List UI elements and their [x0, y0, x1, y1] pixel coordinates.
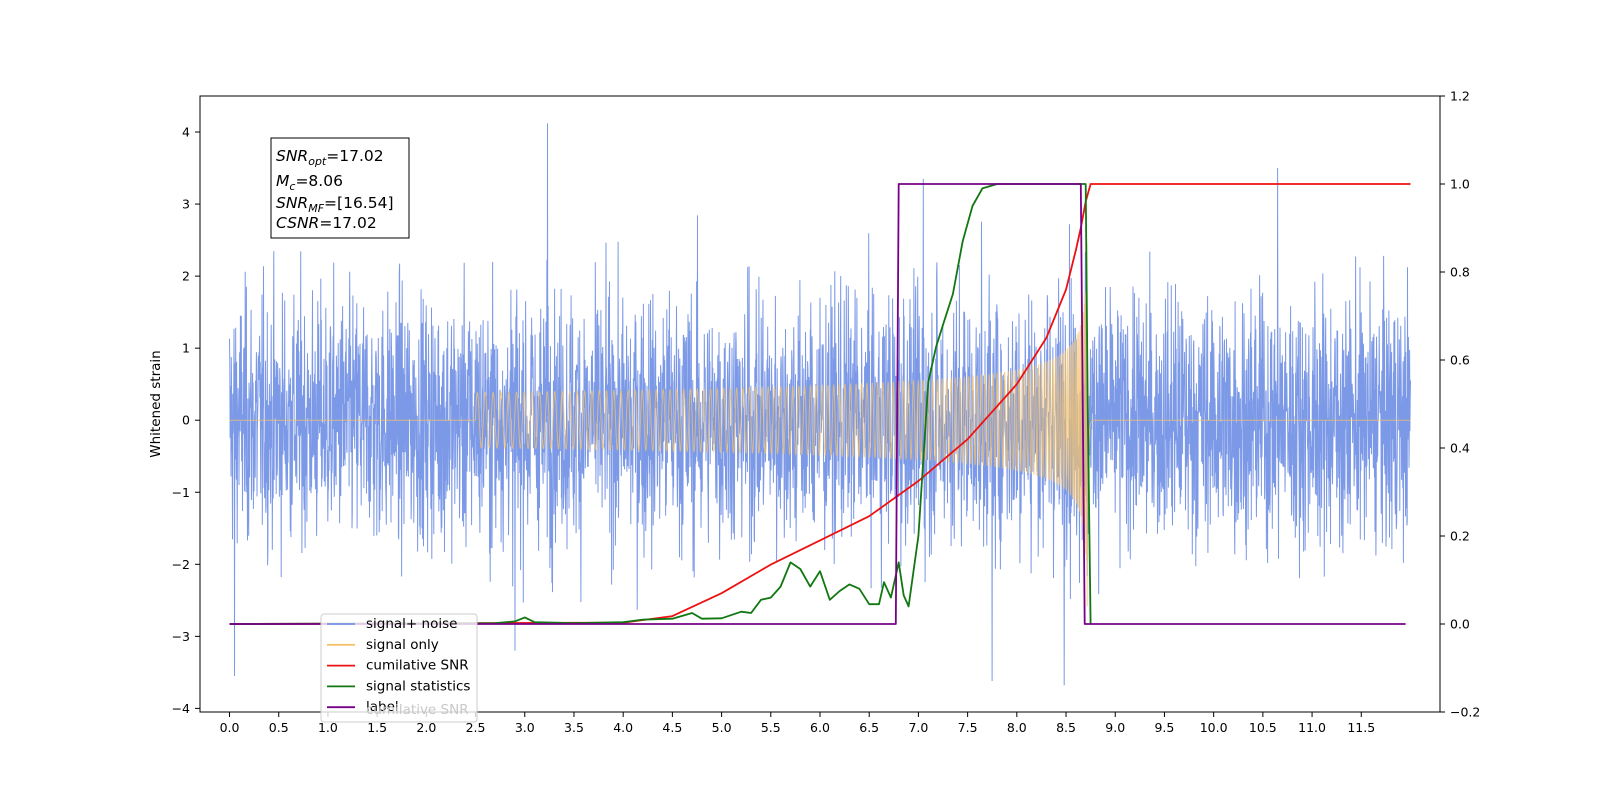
info-csnr-value: =17.02: [319, 214, 376, 232]
x-tick-label: 9.5: [1154, 720, 1174, 735]
series-signal-only: [229, 242, 1411, 607]
y-tick-label: 3: [182, 197, 190, 212]
y-tick-label: 0: [182, 413, 190, 428]
x-tick-label: 1.0: [318, 720, 338, 735]
series-signal-noise: [229, 123, 1411, 686]
x-tick-label: 11.0: [1298, 720, 1326, 735]
y-tick-label: −1: [172, 485, 190, 500]
x-tick-label: 2.0: [416, 720, 436, 735]
x-tick-label: 10.0: [1200, 720, 1228, 735]
y2-tick-label: 1.0: [1450, 177, 1470, 192]
x-tick-label: 0.0: [220, 720, 240, 735]
x-tick-label: 8.5: [1056, 720, 1076, 735]
y-tick-label: −4: [172, 701, 190, 716]
y-axis-label: Whitened strain: [148, 350, 164, 457]
legend-label: signal only: [366, 637, 439, 653]
y-tick-label: 4: [182, 125, 190, 140]
info-mc-value: =8.06: [295, 172, 343, 190]
series-layer: [229, 123, 1411, 686]
series-label: [229, 183, 1406, 625]
legend-frame: [320, 613, 478, 723]
y-tick-label: 1: [182, 341, 190, 356]
x-tick-label: 7.0: [908, 720, 928, 735]
info-box: SNRopt=17.02 Mc=8.06 SNRMF=[16.54] CSNR=…: [270, 137, 410, 239]
y-axis-ticks: 4 3 2 1 0 −1 −2 −3 −4: [172, 125, 200, 716]
x-tick-label: 7.5: [958, 720, 978, 735]
y2-axis-ticks: 1.2 1.0 0.8 0.6 0.4 0.2 0.0 −0.2: [1440, 89, 1480, 720]
y-tick-label: −2: [172, 557, 190, 572]
series-cumulative-snr: [229, 183, 1411, 625]
y2-tick-label: 0.6: [1450, 353, 1470, 368]
legend: signal+ noise signal only cumilative SNR si…: [320, 613, 478, 723]
y2-tick-label: 0.4: [1450, 441, 1470, 456]
x-tick-label: 3.5: [564, 720, 584, 735]
x-tick-label: 4.0: [613, 720, 633, 735]
legend-label: cumilative SNR: [366, 658, 469, 674]
y-tick-label: −3: [172, 629, 190, 644]
info-snr-mf: SNRMF=[16.54]: [276, 194, 394, 215]
x-tick-label: 6.5: [859, 720, 879, 735]
x-axis-ticks: 0.0 0.5 1.0 1.5 2.0 2.5 3.0 3.5 4.0 4.5 5.0 5.5 6.0 6…: [220, 712, 1375, 735]
y2-tick-label: 1.2: [1450, 89, 1470, 104]
y2-tick-label: 0.8: [1450, 265, 1470, 280]
x-tick-label: 5.5: [761, 720, 781, 735]
info-mc: Mc=8.06: [276, 172, 343, 193]
x-tick-label: 5.0: [712, 720, 732, 735]
legend-ghost-text: cumilative SNR: [366, 702, 469, 718]
legend-label: signal+ noise: [366, 616, 457, 632]
x-tick-label: 11.5: [1347, 720, 1375, 735]
x-tick-label: 8.0: [1007, 720, 1027, 735]
info-snr-opt-value: =17.02: [326, 147, 383, 165]
x-tick-label: 10.5: [1249, 720, 1277, 735]
legend-label: signal statistics: [366, 678, 470, 694]
series-signal-statistics: [229, 183, 1092, 625]
x-tick-label: 1.5: [367, 720, 387, 735]
y2-tick-label: −0.2: [1450, 705, 1480, 720]
info-snr-opt: SNRopt=17.02: [276, 147, 384, 168]
x-tick-label: 6.0: [810, 720, 830, 735]
x-tick-label: 9.0: [1105, 720, 1125, 735]
info-snr-mf-value: =[16.54]: [324, 194, 393, 212]
y2-tick-label: 0.2: [1450, 529, 1470, 544]
legend-entries: signal+ noise signal only cumilative SNR si…: [327, 616, 470, 715]
x-tick-label: 0.5: [269, 720, 289, 735]
info-csnr: CSNR=17.02: [276, 214, 377, 232]
y2-tick-label: 0.0: [1450, 617, 1470, 632]
legend-label: label: [366, 699, 399, 715]
x-tick-label: 4.5: [662, 720, 682, 735]
x-tick-label: 2.5: [466, 720, 486, 735]
y-tick-label: 2: [182, 269, 190, 284]
info-box-frame: [270, 137, 410, 239]
x-tick-label: 3.0: [515, 720, 535, 735]
